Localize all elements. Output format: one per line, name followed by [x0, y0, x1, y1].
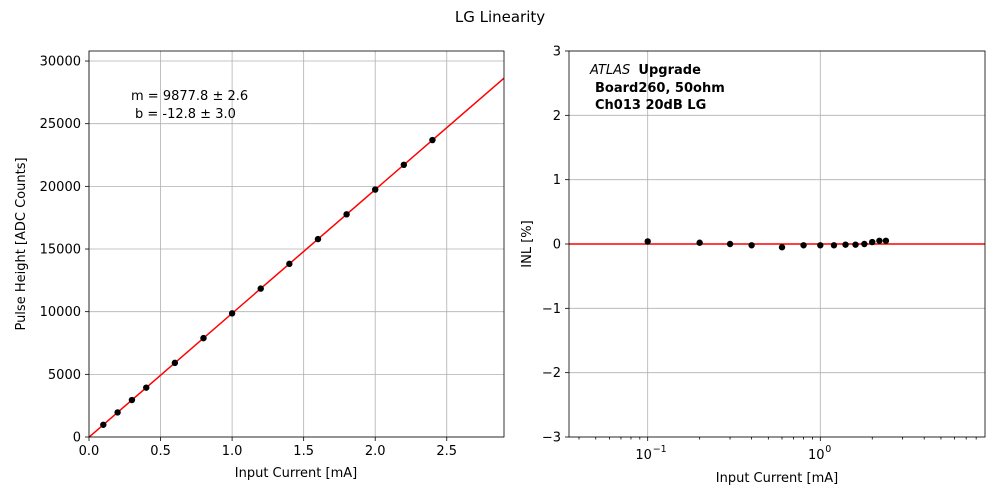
data-point: [861, 240, 868, 248]
y-tick-label: 20000: [40, 180, 81, 195]
x-tick-label: 10: [635, 448, 652, 463]
plot-frame: [568, 50, 986, 438]
data-point: [817, 242, 824, 249]
atlas-label: ATLAS Upgrade: [589, 63, 701, 78]
y-tick-label: 3: [553, 45, 561, 60]
linearity-plot: 0.0 0.5 1.0 1.5 2.0 2.5 0 5000 10000 15000 20000 25…: [14, 50, 505, 481]
data-point: [842, 241, 849, 248]
data-point: [876, 237, 883, 244]
plot-frame: [88, 50, 505, 438]
data-point: [228, 310, 236, 317]
data-point: [429, 136, 436, 144]
data-point: [644, 238, 651, 245]
data-point: [257, 285, 264, 292]
data-point: [314, 235, 322, 243]
data-point: [882, 237, 890, 244]
board-label: Board260, 50ohm: [595, 81, 725, 96]
x-tick-exponent: 0: [825, 444, 831, 455]
y-tick-label: −2: [542, 366, 561, 381]
x-tick-label: 2.0: [365, 444, 386, 459]
intercept-annotation: b = -12.8 ± 3.0: [135, 107, 236, 122]
y-tick-label: 1: [553, 173, 561, 188]
y-tick-label: 15000: [40, 243, 81, 258]
data-point: [696, 239, 703, 246]
data-point: [852, 241, 859, 248]
x-tick-label: 1.5: [293, 444, 314, 459]
data-point: [171, 359, 179, 367]
y-tick-label: 0: [73, 431, 81, 446]
data-point: [100, 421, 107, 428]
data-point: [200, 334, 207, 342]
x-tick-label: 2.5: [436, 444, 457, 459]
data-point: [128, 396, 136, 404]
data-point: [286, 260, 293, 268]
y-tick-label: 0: [553, 238, 561, 253]
y-tick-label: 5000: [48, 368, 81, 383]
data-point: [800, 242, 807, 249]
atlas-italic: ATLAS: [589, 63, 630, 78]
data-point: [869, 238, 876, 246]
x-tick-label: 0.0: [79, 444, 100, 459]
y-tick-label: 30000: [40, 55, 81, 70]
data-point: [778, 244, 786, 251]
data-point: [372, 186, 379, 193]
data-point: [748, 242, 755, 249]
x-tick-label: 10: [808, 448, 825, 463]
x-tick-label: 1.0: [222, 444, 243, 459]
data-point: [343, 211, 350, 218]
figure-title: LG Linearity: [455, 8, 545, 26]
data-point: [726, 240, 734, 248]
x-tick-exponent: −1: [653, 444, 667, 455]
y-tick-label: 2: [553, 109, 561, 124]
x-tick-label: 0.5: [150, 444, 171, 459]
y-tick-label: −3: [542, 431, 561, 446]
y-axis-label: Pulse Height [ADC Counts]: [14, 157, 29, 330]
y-axis-label: INL [%]: [520, 220, 535, 267]
data-point: [400, 161, 408, 169]
y-tick-label: 25000: [40, 117, 81, 132]
fit-line: [88, 77, 505, 438]
x-axis-label: Input Current [mA]: [716, 471, 838, 486]
slope-annotation: m = 9877.8 ± 2.6: [131, 89, 248, 104]
data-point: [830, 242, 838, 249]
data-point: [114, 409, 121, 416]
y-tick-label: −1: [542, 302, 561, 317]
atlas-bold: Upgrade: [638, 63, 701, 78]
x-axis-label: Input Current [mA]: [235, 466, 357, 481]
y-tick-label: 10000: [40, 305, 81, 320]
channel-label: Ch013 20dB LG: [595, 98, 706, 113]
data-point: [143, 384, 150, 391]
